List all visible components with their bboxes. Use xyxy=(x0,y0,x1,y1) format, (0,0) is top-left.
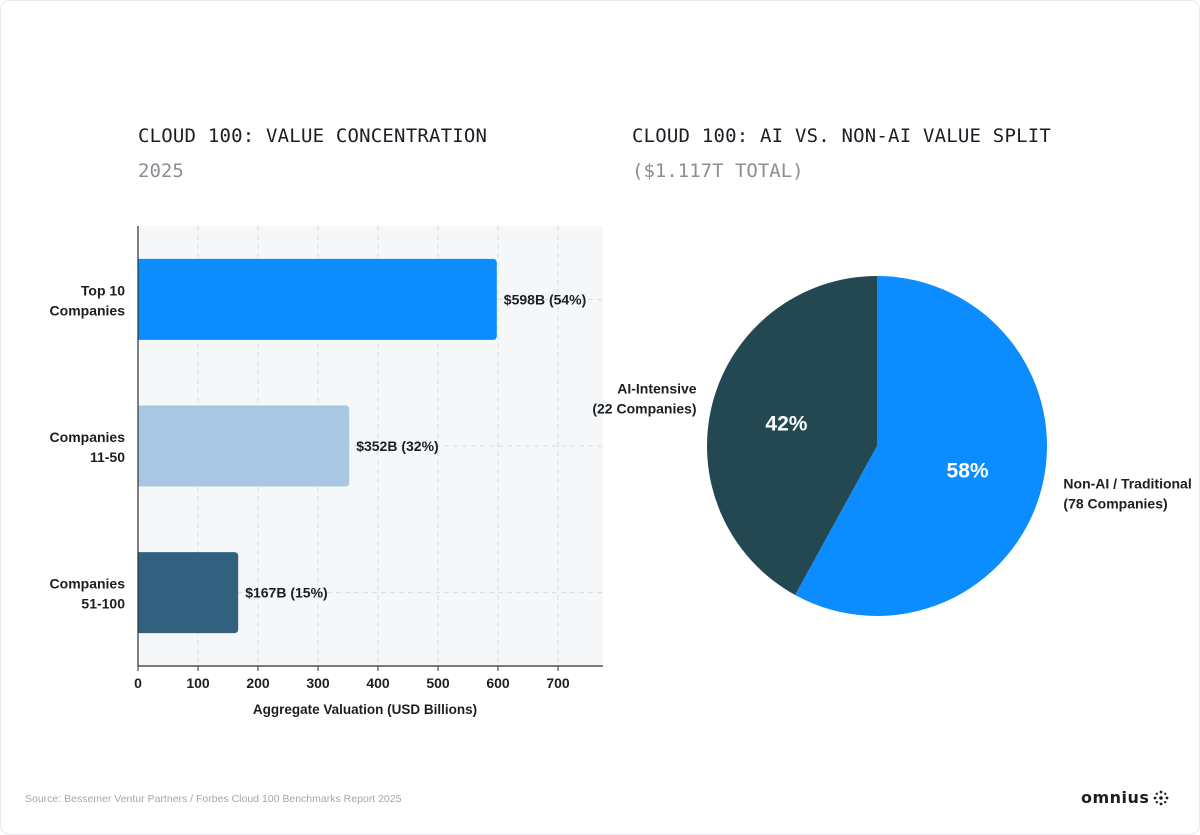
x-tick-label: 300 xyxy=(306,675,330,691)
pie-percent-label: 42% xyxy=(765,413,807,436)
bar-chart-title: CLOUD 100: VALUE CONCENTRATION xyxy=(138,125,488,147)
pie-slice-label: (22 Companies) xyxy=(592,401,696,417)
omnius-logo: omnius xyxy=(1081,788,1170,807)
x-tick-label: 100 xyxy=(186,675,210,691)
y-category-label: Companies xyxy=(50,576,126,592)
x-tick-label: 600 xyxy=(486,675,510,691)
pie-slice xyxy=(795,276,1047,616)
y-category-label: Top 10 xyxy=(81,282,125,298)
pie-chart-subtitle: ($1.117T TOTAL) xyxy=(632,160,804,182)
bar-data-label: $167B (15%) xyxy=(245,585,328,601)
x-tick-label: 0 xyxy=(134,675,142,691)
y-category-label: 51-100 xyxy=(81,596,125,612)
pie-slice xyxy=(707,276,877,595)
pie-slice-label: AI-Intensive xyxy=(617,381,697,397)
y-category-label: 11-50 xyxy=(90,449,125,465)
pie-percent-label: 58% xyxy=(947,459,989,482)
bar xyxy=(138,258,497,340)
logo-text: omnius xyxy=(1081,788,1150,807)
x-axis-label: Aggregate Valuation (USD Billions) xyxy=(253,702,477,717)
bar-data-label: $352B (32%) xyxy=(356,438,439,454)
pie-chart-title: CLOUD 100: AI VS. NON-AI VALUE SPLIT xyxy=(632,125,1052,147)
x-tick-label: 500 xyxy=(426,675,450,691)
x-tick-label: 700 xyxy=(546,675,570,691)
y-category-label: Companies xyxy=(50,302,126,318)
pie-slice-label: Non-AI / Traditional xyxy=(1063,475,1191,491)
logo-mark-icon xyxy=(1154,790,1169,805)
x-tick-label: 400 xyxy=(366,675,390,691)
bar xyxy=(138,552,239,634)
y-category-label: Companies xyxy=(50,429,126,445)
bar xyxy=(138,405,350,487)
pie-slice-label: (78 Companies) xyxy=(1063,495,1167,511)
bar-chart-subtitle: 2025 xyxy=(138,160,184,182)
x-tick-label: 200 xyxy=(246,675,270,691)
source-note: Source: Bessemer Ventur Partners / Forbe… xyxy=(25,793,402,805)
bar-data-label: $598B (54%) xyxy=(504,291,587,307)
